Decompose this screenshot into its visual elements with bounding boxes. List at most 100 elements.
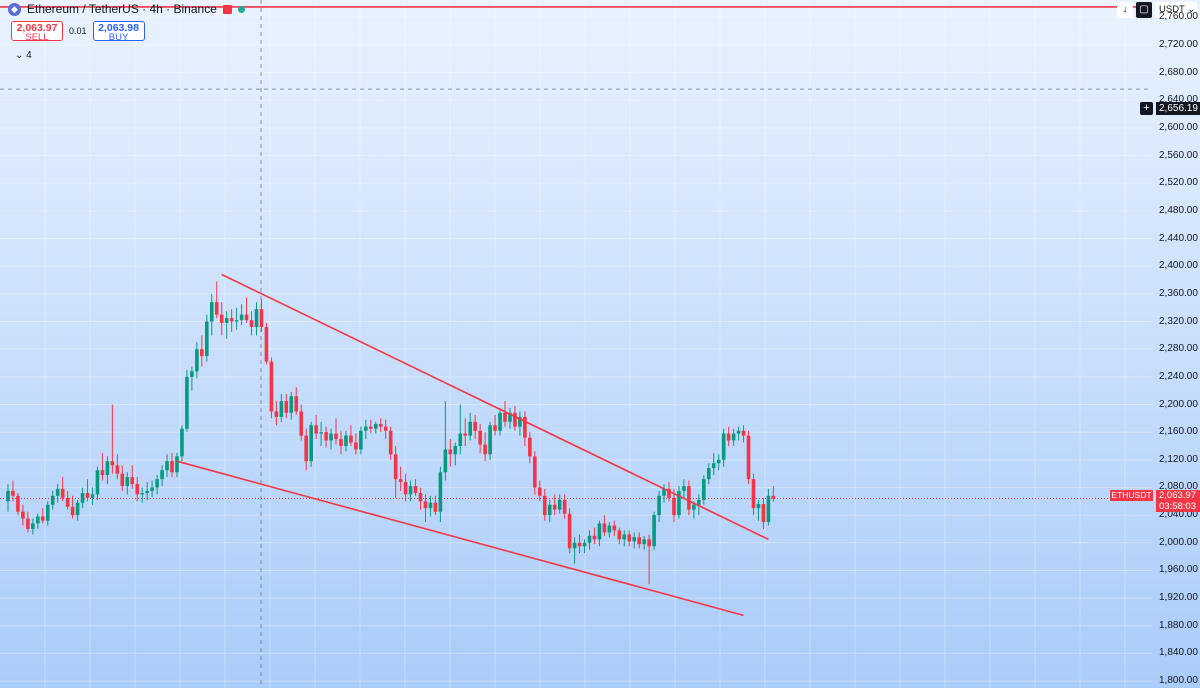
candle-body bbox=[528, 437, 532, 457]
candle-body bbox=[657, 495, 661, 516]
candle-body bbox=[31, 523, 35, 529]
candle-body bbox=[373, 423, 378, 429]
candle-body bbox=[244, 314, 249, 321]
candle-body bbox=[175, 456, 179, 473]
candle-body bbox=[50, 495, 55, 505]
candle-body bbox=[572, 542, 577, 549]
candle-body bbox=[254, 309, 259, 328]
buy-button[interactable]: 2,063.98 BUY bbox=[92, 21, 145, 43]
top-right-toolbar: ↓ ▢ bbox=[1117, 2, 1152, 18]
price-tick-label: 2,760.00 bbox=[1159, 11, 1198, 23]
candle-body bbox=[354, 442, 358, 450]
indicators-toggle[interactable]: ⌄ 4 bbox=[15, 50, 32, 61]
candle-body bbox=[547, 504, 552, 516]
price-tick-label: 2,240.00 bbox=[1159, 370, 1198, 382]
price-tick-label: 2,280.00 bbox=[1159, 343, 1198, 355]
candle-body bbox=[741, 430, 746, 436]
price-tick-label: 1,960.00 bbox=[1159, 564, 1198, 576]
candle-body bbox=[125, 477, 130, 487]
candle-body bbox=[200, 349, 204, 357]
sell-price: 2,063.97 bbox=[16, 22, 58, 34]
candle-body bbox=[378, 423, 383, 427]
flag-icon[interactable] bbox=[222, 4, 232, 14]
price-tick-label: 2,520.00 bbox=[1159, 177, 1198, 189]
candle-body bbox=[105, 461, 110, 476]
candle-body bbox=[483, 444, 487, 455]
price-tick-label: 2,440.00 bbox=[1159, 232, 1198, 244]
candle-body bbox=[478, 430, 482, 445]
candle-body bbox=[6, 490, 10, 502]
candle-body bbox=[513, 412, 517, 427]
candle-body bbox=[672, 497, 676, 516]
price-tick-label: 2,640.00 bbox=[1159, 94, 1198, 106]
candle-body bbox=[334, 433, 338, 440]
candle-body bbox=[70, 506, 75, 516]
candle-body bbox=[75, 502, 80, 516]
candle-body bbox=[36, 516, 40, 524]
ethereum-logo-icon: ◆ bbox=[8, 2, 21, 16]
candle-body bbox=[423, 501, 428, 509]
candle-body bbox=[642, 539, 646, 545]
last-price-label: 2,063.97 03:58:03 bbox=[1156, 490, 1200, 512]
candle-body bbox=[687, 486, 691, 510]
candle-body bbox=[160, 470, 164, 480]
candle-body bbox=[170, 461, 174, 473]
last-price: 2,063.97 bbox=[1159, 490, 1196, 501]
price-tick-label: 1,800.00 bbox=[1159, 675, 1198, 687]
crosshair-price-label: 2,656.19 bbox=[1156, 102, 1200, 115]
candle-body bbox=[309, 425, 313, 462]
candle-body bbox=[344, 435, 348, 446]
candle-body bbox=[711, 463, 716, 469]
candle-body bbox=[294, 396, 299, 412]
candle-body bbox=[324, 432, 328, 441]
candle-body bbox=[279, 401, 284, 417]
candle-body bbox=[383, 426, 388, 431]
candle-body bbox=[716, 459, 721, 464]
candle-body bbox=[682, 486, 686, 491]
screenshot-icon[interactable]: ▢ bbox=[1136, 2, 1152, 18]
candle-body bbox=[418, 493, 423, 502]
candle-body bbox=[523, 416, 527, 438]
candle-body bbox=[647, 539, 651, 547]
candle-body bbox=[503, 412, 507, 422]
candle-body bbox=[706, 468, 711, 480]
candle-body bbox=[11, 490, 15, 496]
candle-body bbox=[185, 376, 189, 429]
candle-body bbox=[597, 523, 602, 540]
candle-body bbox=[110, 461, 115, 466]
candle-body bbox=[274, 411, 279, 417]
arrow-down-icon[interactable]: ↓ bbox=[1117, 2, 1133, 18]
candle-body bbox=[518, 416, 522, 427]
candle-body bbox=[165, 461, 169, 471]
price-tick-label: 2,120.00 bbox=[1159, 453, 1198, 465]
candle-body bbox=[702, 479, 706, 500]
candle-body bbox=[65, 497, 70, 507]
candle-body bbox=[264, 327, 269, 362]
candle-body bbox=[364, 426, 368, 431]
candle-body bbox=[388, 430, 393, 455]
sell-button[interactable]: 2,063.97 SELL bbox=[11, 21, 63, 43]
candle-body bbox=[120, 473, 125, 487]
candle-body bbox=[195, 349, 199, 372]
candle-body bbox=[542, 495, 547, 516]
candle-body bbox=[408, 486, 413, 495]
candle-body bbox=[721, 433, 726, 460]
trendline bbox=[176, 460, 744, 617]
symbol-header[interactable]: ◆ Ethereum / TetherUS · 4h · Binance bbox=[8, 2, 245, 16]
buy-label: BUY bbox=[108, 32, 129, 43]
candle-body bbox=[60, 488, 65, 498]
candle-body bbox=[637, 537, 641, 545]
candle-body bbox=[21, 511, 25, 519]
candle-body bbox=[677, 490, 681, 516]
candle-body bbox=[493, 425, 497, 431]
candle-body bbox=[533, 456, 537, 488]
symbol-tag: ETHUSDT bbox=[1110, 490, 1153, 501]
currency-selector[interactable]: USDT ⌄ bbox=[1155, 2, 1197, 18]
add-alert-plus-icon[interactable]: + bbox=[1140, 102, 1153, 115]
candle-body bbox=[115, 465, 120, 474]
candle-body bbox=[488, 425, 492, 455]
price-tick-label: 2,560.00 bbox=[1159, 149, 1198, 161]
candle-body bbox=[304, 435, 308, 462]
